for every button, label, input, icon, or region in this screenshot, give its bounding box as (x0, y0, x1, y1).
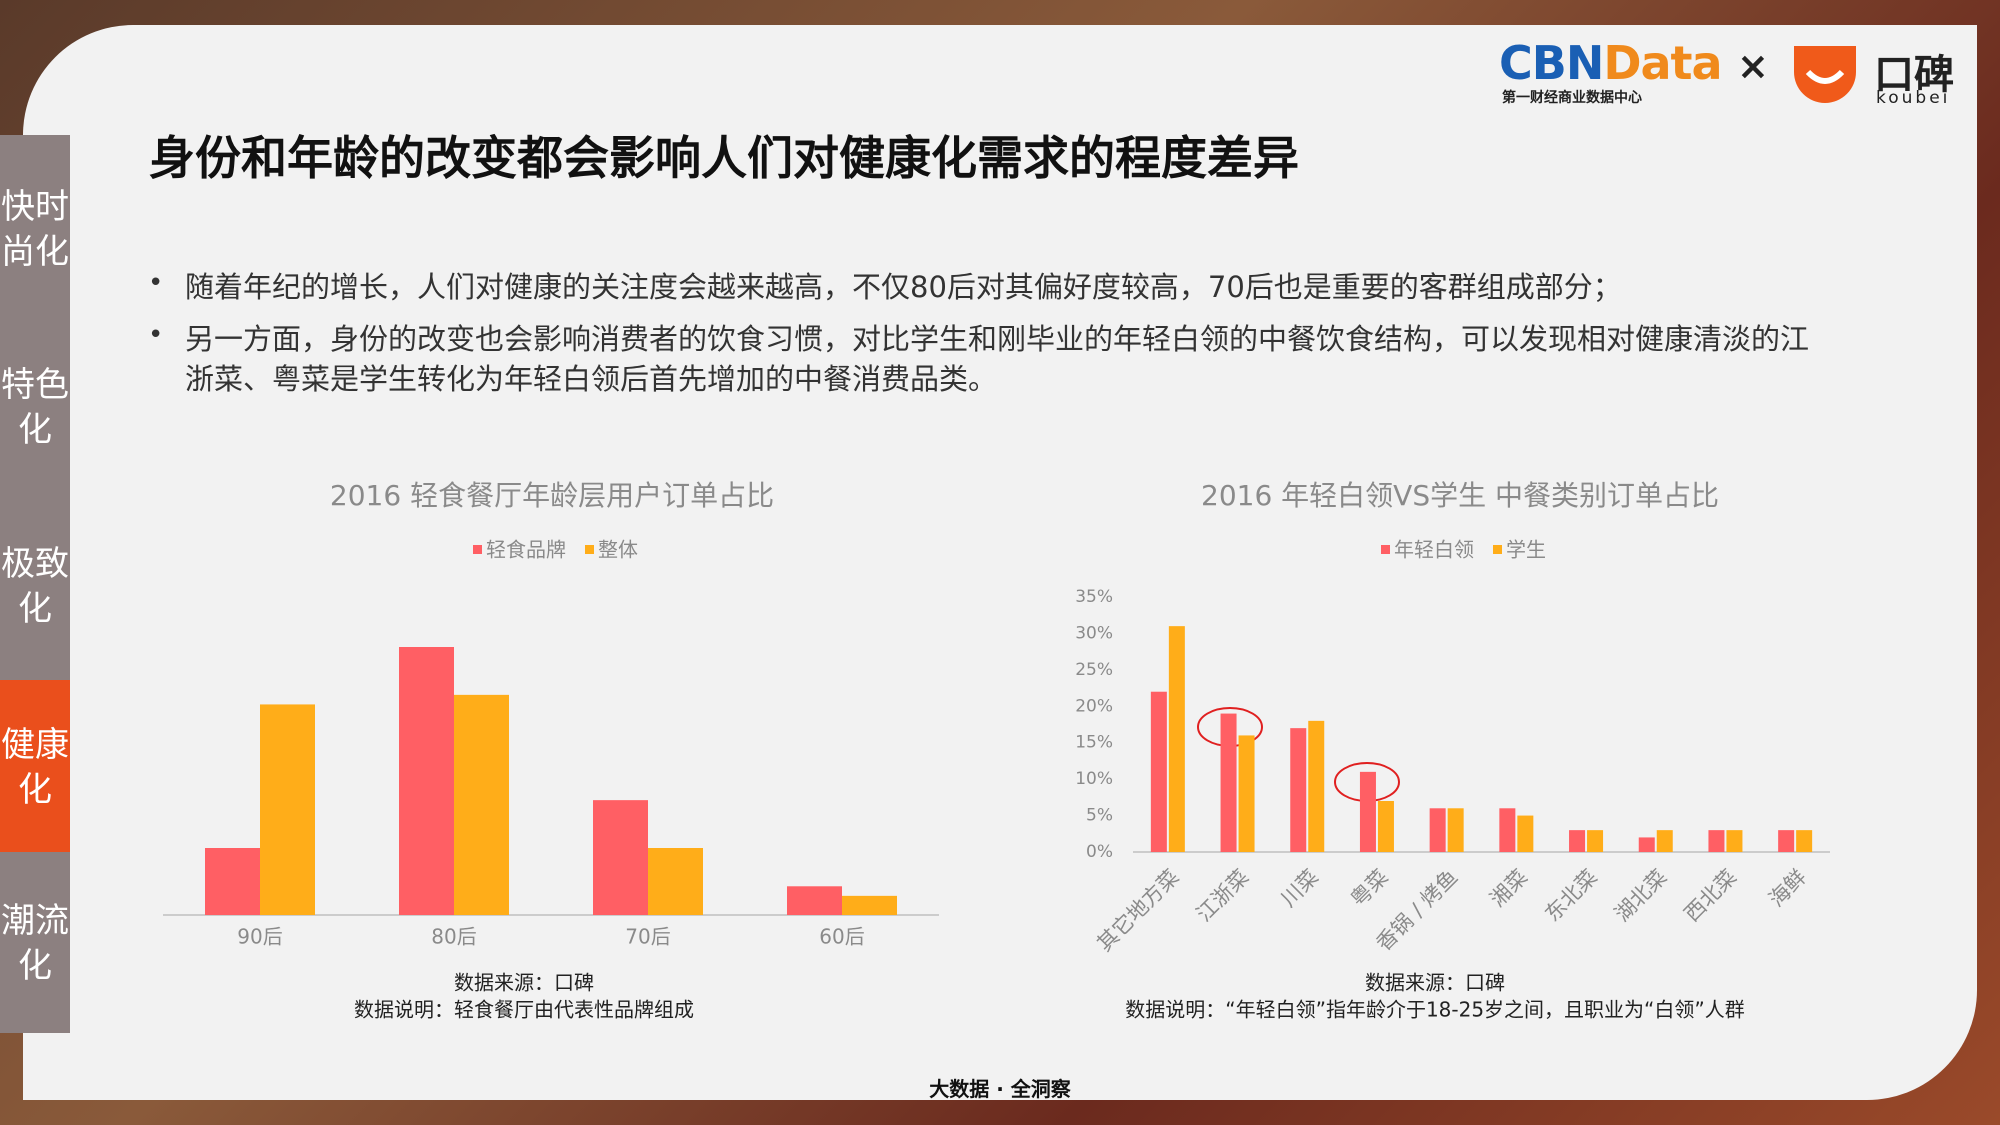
bar (1220, 713, 1237, 852)
logo-text: 口碑 (1874, 52, 1954, 98)
source: 数据来源：口碑 (1365, 971, 1505, 995)
x-tick-label: 川菜 (1276, 865, 1323, 912)
active-tab (0, 680, 70, 852)
legend-label: 整体 (598, 538, 638, 562)
chart-title: 2016 年轻白领VS学生 中餐类别订单占比 (1201, 479, 1719, 512)
legend-swatch (1493, 545, 1502, 554)
bar (648, 848, 703, 915)
logo-times: × (1737, 44, 1769, 88)
bar (1238, 735, 1255, 852)
bar (842, 895, 897, 915)
bar (1168, 626, 1185, 852)
x-tick-label: 60后 (819, 925, 864, 949)
bar (787, 886, 842, 915)
logo-sub: 第一财经商业数据中心 (1502, 90, 1642, 106)
bar (1778, 830, 1795, 852)
legend-label: 学生 (1506, 538, 1546, 562)
logo-text: koubei (1876, 88, 1951, 108)
bar (1359, 771, 1376, 852)
bar (1308, 720, 1325, 852)
x-tick-label: 粤菜 (1346, 865, 1393, 912)
bar (1587, 830, 1604, 852)
x-tick-label: 江浙菜 (1192, 865, 1254, 927)
side-tabs (0, 135, 70, 1033)
side-tab[interactable]: 潮流化 (1, 901, 69, 986)
bar (260, 704, 315, 915)
x-tick-label: 80后 (431, 925, 476, 949)
legend-label: 年轻白领 (1394, 538, 1474, 562)
bar (1429, 808, 1446, 852)
y-tick-label: 15% (1075, 733, 1113, 753)
bar (1290, 728, 1307, 852)
x-tick-label: 90后 (237, 925, 282, 949)
chart-title: 2016 轻食餐厅年龄层用户订单占比 (330, 479, 774, 512)
x-tick-label: 湖北菜 (1610, 865, 1672, 927)
y-tick-label: 20% (1075, 696, 1113, 716)
y-tick-label: 0% (1086, 842, 1113, 862)
y-tick-label: 35% (1075, 587, 1113, 607)
x-tick-label: 70后 (625, 925, 670, 949)
y-tick-label: 30% (1075, 623, 1113, 643)
panel (23, 25, 1977, 1100)
bar (1377, 801, 1394, 852)
bar (1796, 830, 1813, 852)
bar (1638, 837, 1655, 852)
bullet-dot: • (148, 268, 164, 298)
bar (1150, 691, 1167, 852)
bullet: 另一方面，身份的改变也会影响消费者的饮食习惯，对比学生和刚毕业的年轻白领的中餐饮… (185, 322, 1810, 396)
cbn-logo: CBNData (1499, 36, 1723, 90)
bar (1726, 830, 1743, 852)
x-tick-label: 东北菜 (1540, 865, 1602, 927)
legend-label: 轻食品牌 (486, 538, 566, 562)
x-tick-label: 西北菜 (1680, 865, 1742, 927)
bar (1517, 815, 1534, 852)
bullet: 随着年纪的增长，人们对健康的关注度会越来越高，不仅80后对其偏好度较高，70后也… (185, 270, 1622, 304)
y-tick-label: 25% (1075, 660, 1113, 680)
bar (1499, 808, 1516, 852)
x-tick-label: 海鲜 (1764, 865, 1811, 912)
footer: 大数据 · 全洞察 (929, 1077, 1071, 1101)
bar (1447, 808, 1464, 852)
note: 数据说明：“年轻白领”指年龄介于18-25岁之间，且职业为“白领”人群 (1125, 998, 1745, 1022)
bullet-dot: • (148, 320, 164, 350)
bar (1708, 830, 1725, 852)
bar (1656, 830, 1673, 852)
side-tab[interactable]: 快时尚化 (1, 187, 69, 272)
note: 数据说明：轻食餐厅由代表性品牌组成 (354, 998, 694, 1022)
bar (1569, 830, 1586, 852)
side-tab[interactable]: 特色化 (1, 365, 69, 450)
bar (593, 800, 648, 915)
legend-swatch (473, 545, 482, 554)
x-tick-label: 湘菜 (1485, 865, 1532, 912)
legend-swatch (1381, 545, 1390, 554)
x-tick-label: 其它地方菜 (1092, 865, 1183, 956)
legend-swatch (585, 545, 594, 554)
logo-text: Data (1603, 36, 1722, 90)
bar (205, 848, 260, 915)
side-tab[interactable]: 极致化 (1, 544, 69, 629)
source: 数据来源：口碑 (454, 971, 594, 995)
bar (399, 647, 454, 915)
side-tab[interactable]: 健康化 (1, 725, 69, 810)
slide-title: 身份和年龄的改变都会影响人们对健康化需求的程度差异 (149, 131, 1299, 185)
y-tick-label: 5% (1086, 806, 1113, 826)
koubei-icon (1794, 46, 1856, 103)
y-tick-label: 10% (1075, 769, 1113, 789)
logo-text: CBN (1499, 36, 1604, 90)
bar (454, 694, 509, 915)
